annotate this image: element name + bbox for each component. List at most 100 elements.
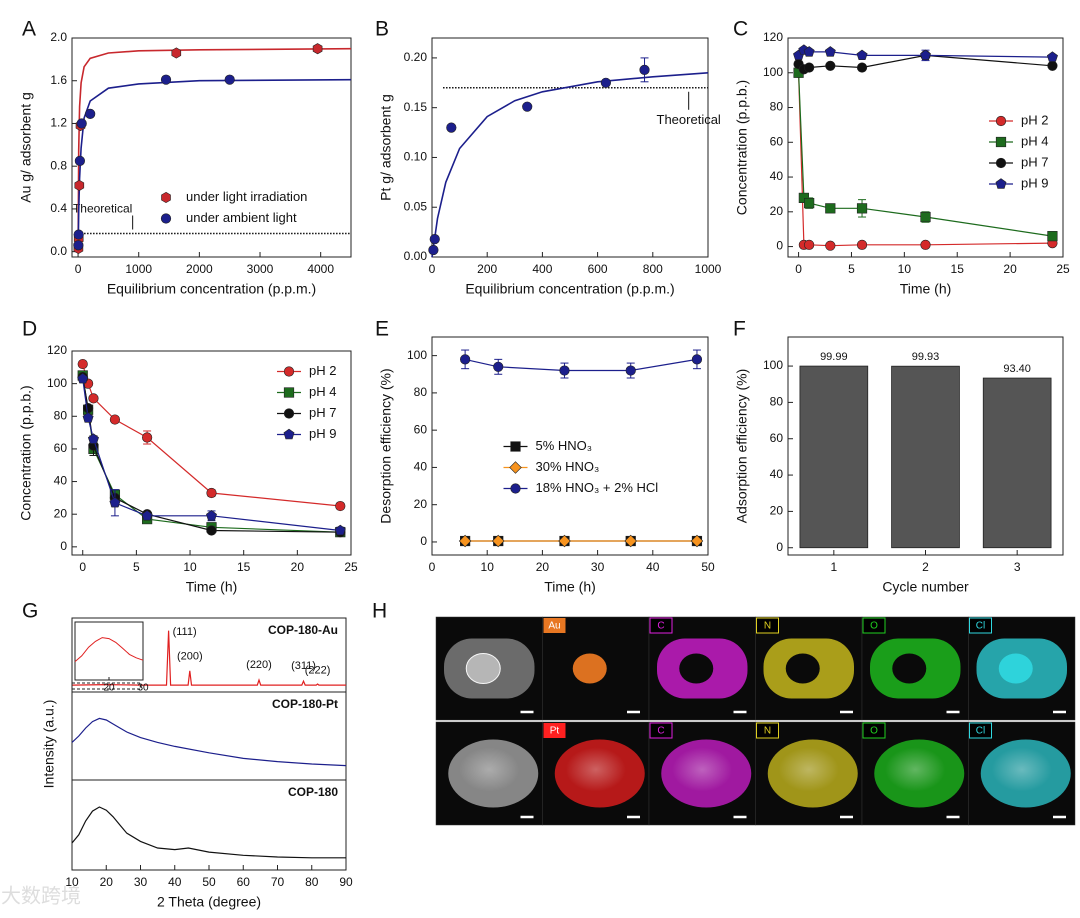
x-tick-label: 60 [237, 875, 251, 889]
legend-label: 30% HNO₃ [536, 459, 600, 474]
x-tick-label: 50 [202, 875, 216, 889]
series-line [82, 376, 341, 533]
reference-label: Theoretical [73, 202, 132, 216]
y-tick-label: 40 [770, 169, 784, 183]
trace-label: COP-180-Pt [272, 697, 338, 711]
y-axis-label: Pt g/ adsorbent g [378, 94, 394, 201]
marker [141, 510, 153, 521]
map-label: Au [548, 621, 560, 632]
inset-tick-label: 20 [103, 683, 115, 694]
series-line [82, 378, 341, 532]
map-label-bg [649, 722, 673, 739]
x-tick-label: 25 [344, 560, 358, 574]
x-tick-label: 400 [532, 262, 552, 276]
legend-marker [283, 428, 295, 440]
panel-label: H [372, 600, 387, 623]
y-tick-label: 60 [770, 431, 784, 445]
panel-label: B [375, 18, 389, 41]
zoom-box [71, 682, 141, 690]
x-axis-label: Time (h) [544, 579, 596, 595]
marker [1046, 51, 1058, 62]
marker [74, 155, 85, 166]
marker [458, 534, 472, 548]
y-tick-label: 0.10 [404, 150, 428, 164]
marker [920, 49, 931, 61]
x-tick-label: 600 [588, 262, 608, 276]
marker [206, 510, 217, 521]
x-tick-label: 30 [134, 875, 148, 889]
legend-label: under light irradiation [186, 189, 307, 204]
legend-label: pH 9 [309, 426, 336, 441]
x-tick-label: 25 [1056, 262, 1070, 276]
marker [804, 198, 815, 209]
y-tick-label: 1.2 [50, 116, 67, 130]
marker [334, 524, 346, 536]
y-tick-label: 20 [770, 504, 784, 518]
y-tick-label: 80 [770, 395, 784, 409]
y-tick-label: 0.20 [404, 50, 428, 64]
marker [109, 414, 121, 425]
marker [522, 101, 533, 112]
x-tick-label: 0 [795, 262, 802, 276]
x-axis-label: Cycle number [882, 579, 969, 595]
y-tick-label: 20 [770, 204, 784, 218]
map-label-bg [543, 618, 566, 633]
map-label-bg [969, 722, 992, 739]
x-tick-label: 30 [591, 560, 605, 574]
x-tick-label: 15 [237, 560, 251, 574]
particle-core [785, 653, 820, 684]
particle-glow [885, 747, 946, 792]
marker [312, 43, 323, 55]
panel-label: D [22, 318, 37, 341]
marker [88, 393, 99, 404]
x-tick-label: 1 [830, 560, 837, 574]
trace-label: COP-180 [288, 785, 338, 799]
map-label-bg [862, 617, 886, 634]
particle-glow [459, 747, 520, 792]
series-line [82, 363, 341, 507]
y-tick-label: 0 [60, 539, 67, 553]
value-label: 93.40 [1003, 363, 1031, 375]
legend-label: 18% HNO₃ + 2% HCl [536, 480, 659, 495]
x-tick-label: 70 [271, 875, 285, 889]
particle-core [998, 653, 1033, 684]
marker [825, 203, 836, 214]
x-tick-label: 0 [75, 262, 82, 276]
y-tick-label: 100 [47, 376, 67, 390]
marker [171, 47, 182, 59]
marker [825, 240, 836, 251]
y-axis-label: Concentration (p.p.b.) [18, 385, 34, 520]
marker [493, 361, 504, 372]
x-tick-label: 20 [536, 560, 550, 574]
marker [206, 487, 217, 499]
legend-marker [160, 213, 172, 224]
x-tick-label: 15 [951, 262, 965, 276]
peak-label: (311) [291, 660, 316, 672]
y-tick-label: 1.6 [50, 73, 67, 87]
x-tick-label: 10 [481, 560, 495, 574]
legend-label: pH 7 [1021, 154, 1048, 169]
x-axis-label: Time (h) [900, 281, 952, 297]
x-tick-label: 0 [429, 262, 436, 276]
marker [856, 62, 868, 73]
marker [600, 77, 611, 88]
marker [624, 534, 637, 548]
legend-label: 5% HNO₃ [536, 438, 593, 453]
x-axis-label: Time (h) [186, 579, 238, 595]
x-tick-label: 3 [1014, 560, 1021, 574]
legend-label: pH 4 [309, 384, 336, 399]
y-tick-label: 0.05 [404, 199, 428, 213]
marker [73, 229, 84, 240]
y-tick-label: 0.8 [50, 158, 67, 172]
y-tick-label: 40 [770, 467, 784, 481]
x-axis-label: Equilibrium concentration (p.p.m.) [107, 281, 316, 297]
legend-label: pH 7 [309, 405, 336, 420]
panel-label: G [22, 600, 38, 623]
marker [1047, 60, 1058, 71]
peak-label: (220) [246, 659, 272, 671]
marker [558, 534, 571, 548]
x-tick-label: 4000 [307, 262, 334, 276]
map-label: C [657, 726, 664, 737]
legend-marker [995, 115, 1007, 127]
